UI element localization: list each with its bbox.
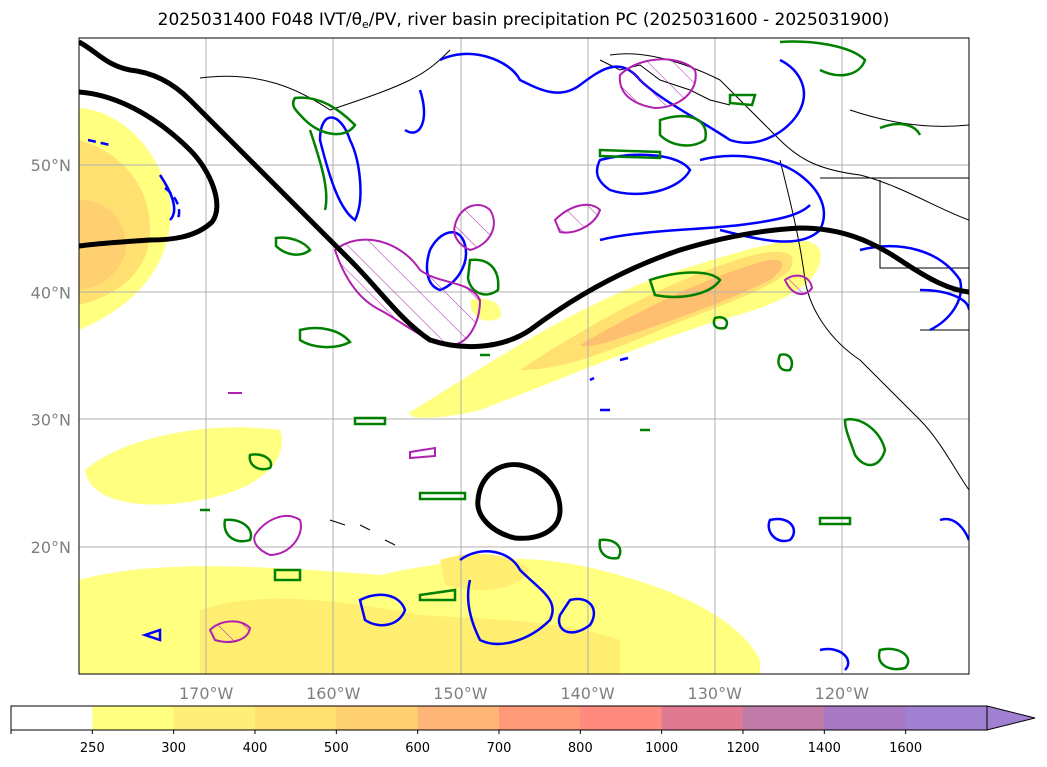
colorbar-segment (11, 706, 93, 730)
colorbar-segment (417, 706, 500, 730)
latitude-labels: 50°N 40°N 30°N 20°N (31, 156, 71, 557)
map-frame (78, 37, 970, 675)
lon-tick-label: 160°W (306, 684, 361, 703)
colorbar-label: 400 (243, 741, 268, 756)
colorbar-label: 300 (161, 741, 186, 756)
graticule (79, 38, 969, 674)
lat-tick-label: 20°N (31, 538, 71, 557)
colorbar-label: 700 (487, 741, 512, 756)
theta-e-dashed-contour (87, 138, 181, 219)
colorbar-label: 800 (568, 741, 593, 756)
colorbar-segment (743, 706, 825, 730)
lon-tick-label: 130°W (688, 684, 743, 703)
precip-pc-contours (208, 58, 814, 643)
lat-tick-label: 50°N (31, 156, 71, 175)
colorbar-label: 250 (80, 741, 105, 756)
colorbar-segment (173, 706, 256, 730)
colorbar-segment (905, 706, 988, 730)
lon-tick-label: 140°W (560, 684, 615, 703)
lon-tick-label: 170°W (179, 684, 234, 703)
colorbar-label: 1400 (808, 741, 841, 756)
colorbar-label: 1000 (645, 741, 678, 756)
theta-e-green-contours (200, 40, 922, 671)
colorbar-segment (580, 706, 663, 730)
lon-tick-label: 120°W (815, 684, 870, 703)
lat-tick-label: 30°N (31, 411, 71, 430)
colorbar-segment (92, 706, 175, 730)
colorbar-segment (824, 706, 907, 730)
colorbar-segment (336, 706, 419, 730)
colorbar-label: 500 (324, 741, 349, 756)
colorbar-label: 1600 (889, 741, 922, 756)
colorbar-label: 1200 (726, 741, 759, 756)
colorbar: 250 300 400 500 600 700 800 1000 1200 1400 1600 (10, 705, 1036, 756)
colorbar-segment (661, 706, 744, 730)
pv-contours (79, 39, 969, 541)
chart-title: 2025031400 F048 IVT/θe/PV, river basin p… (157, 10, 890, 31)
lon-tick-label: 150°W (433, 684, 488, 703)
lat-tick-label: 40°N (31, 283, 71, 302)
colorbar-extend-arrow (986, 705, 1036, 731)
longitude-labels: 170°W 160°W 150°W 140°W 130°W 120°W (179, 684, 869, 703)
colorbar-segment (255, 706, 337, 730)
colorbar-label: 600 (405, 741, 430, 756)
colorbar-segment (499, 706, 581, 730)
